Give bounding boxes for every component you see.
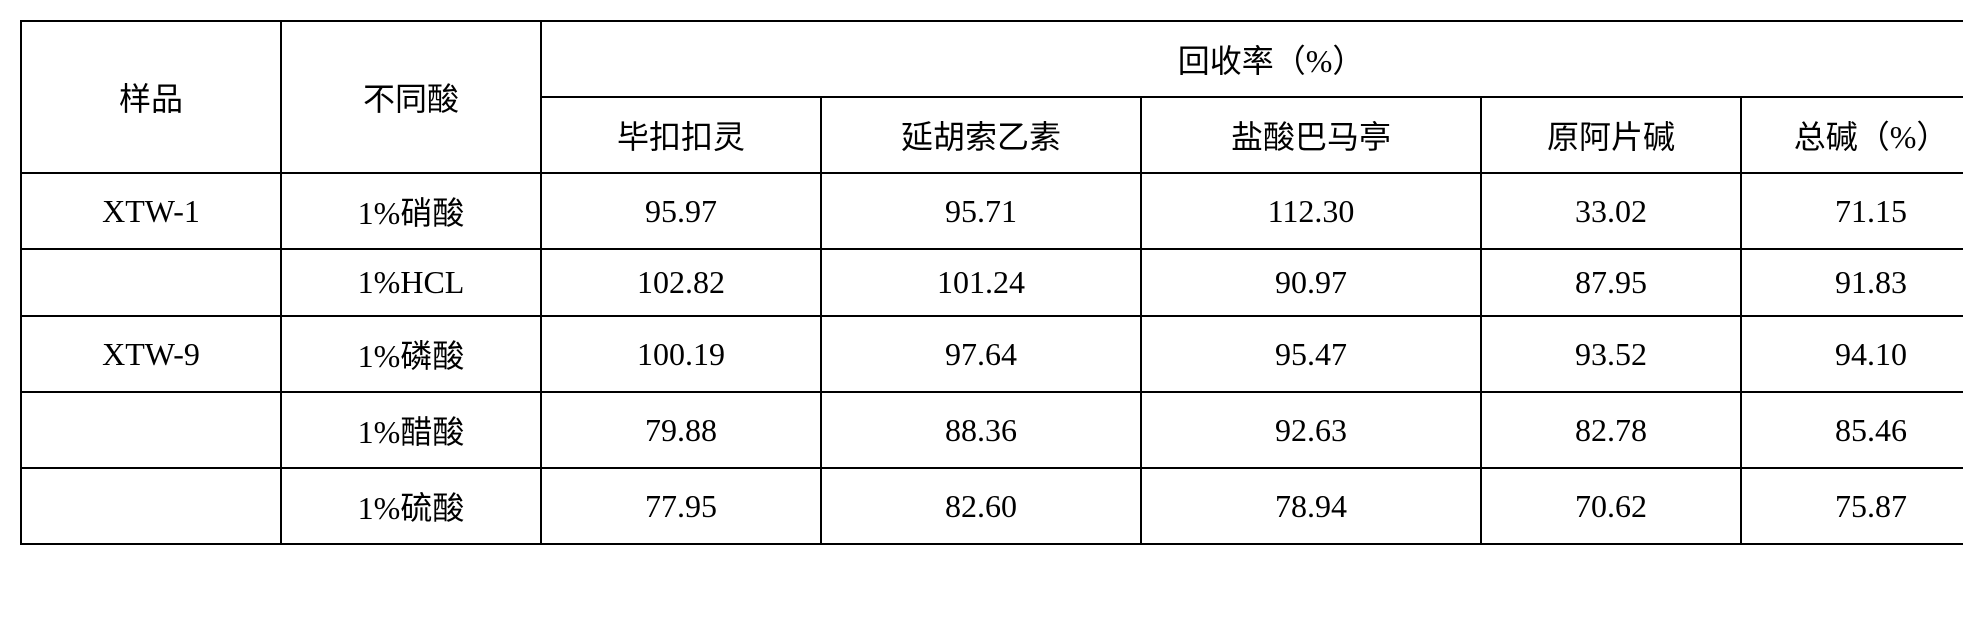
cell-value: 77.95 — [541, 468, 821, 544]
col-header-c2: 延胡索乙素 — [821, 97, 1141, 173]
cell-value: 70.62 — [1481, 468, 1741, 544]
cell-value: 85.46 — [1741, 392, 1963, 468]
cell-value: 90.97 — [1141, 249, 1481, 316]
cell-value: 95.47 — [1141, 316, 1481, 392]
col-header-acid: 不同酸 — [281, 21, 541, 173]
cell-value: 95.97 — [541, 173, 821, 249]
col-header-group: 回收率（%） — [541, 21, 1963, 97]
cell-value: 112.30 — [1141, 173, 1481, 249]
cell-value: 97.64 — [821, 316, 1141, 392]
cell-value: 79.88 — [541, 392, 821, 468]
cell-acid: 1%HCL — [281, 249, 541, 316]
col-header-c4: 原阿片碱 — [1481, 97, 1741, 173]
cell-value: 91.83 — [1741, 249, 1963, 316]
cell-value: 92.63 — [1141, 392, 1481, 468]
cell-acid: 1%硝酸 — [281, 173, 541, 249]
cell-value: 82.60 — [821, 468, 1141, 544]
cell-value: 88.36 — [821, 392, 1141, 468]
table-row: XTW-1 1%硝酸 95.97 95.71 112.30 33.02 71.1… — [21, 173, 1963, 249]
cell-value: 102.82 — [541, 249, 821, 316]
cell-value: 87.95 — [1481, 249, 1741, 316]
cell-value: 82.78 — [1481, 392, 1741, 468]
cell-value: 78.94 — [1141, 468, 1481, 544]
cell-value: 75.87 — [1741, 468, 1963, 544]
table-row: 1%醋酸 79.88 88.36 92.63 82.78 85.46 — [21, 392, 1963, 468]
cell-sample: XTW-1 — [21, 173, 281, 249]
col-header-c1: 毕扣扣灵 — [541, 97, 821, 173]
recovery-table: 样品 不同酸 回收率（%） 毕扣扣灵 延胡索乙素 盐酸巴马亭 原阿片碱 总碱（%… — [20, 20, 1963, 545]
cell-value: 93.52 — [1481, 316, 1741, 392]
col-header-c3: 盐酸巴马亭 — [1141, 97, 1481, 173]
col-header-c5: 总碱（%） — [1741, 97, 1963, 173]
cell-value: 33.02 — [1481, 173, 1741, 249]
table-row: 1%硫酸 77.95 82.60 78.94 70.62 75.87 — [21, 468, 1963, 544]
cell-value: 95.71 — [821, 173, 1141, 249]
cell-value: 94.10 — [1741, 316, 1963, 392]
col-header-sample: 样品 — [21, 21, 281, 173]
cell-value: 71.15 — [1741, 173, 1963, 249]
cell-acid: 1%醋酸 — [281, 392, 541, 468]
cell-sample — [21, 249, 281, 316]
cell-value: 101.24 — [821, 249, 1141, 316]
cell-value: 100.19 — [541, 316, 821, 392]
table-row: XTW-9 1%磷酸 100.19 97.64 95.47 93.52 94.1… — [21, 316, 1963, 392]
cell-sample — [21, 392, 281, 468]
cell-sample: XTW-9 — [21, 316, 281, 392]
table-header-row-1: 样品 不同酸 回收率（%） — [21, 21, 1963, 97]
cell-sample — [21, 468, 281, 544]
cell-acid: 1%磷酸 — [281, 316, 541, 392]
cell-acid: 1%硫酸 — [281, 468, 541, 544]
table-row: 1%HCL 102.82 101.24 90.97 87.95 91.83 — [21, 249, 1963, 316]
